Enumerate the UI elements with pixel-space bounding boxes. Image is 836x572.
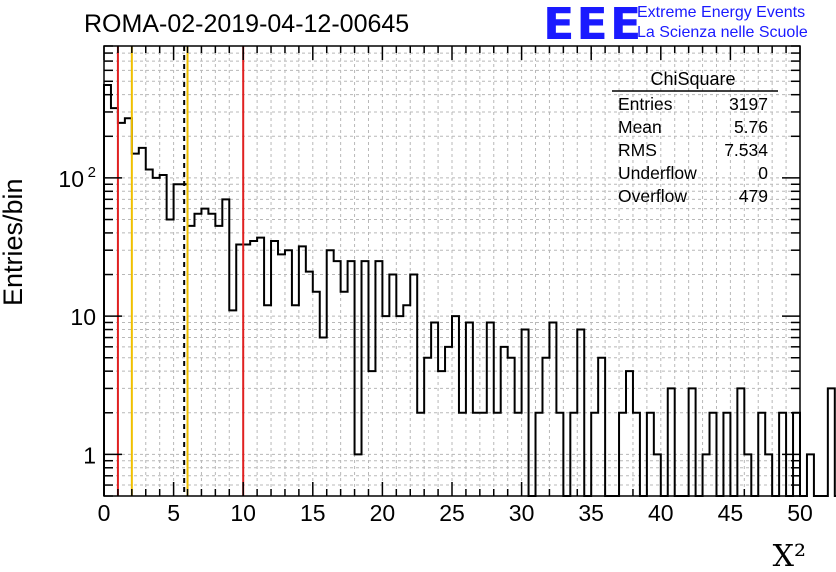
histogram-bin xyxy=(153,178,160,496)
x-axis-title: X² xyxy=(773,539,806,572)
histogram-bin xyxy=(327,250,334,496)
x-tick-label: 5 xyxy=(167,500,180,526)
histogram-bin xyxy=(668,388,675,496)
histogram-bin xyxy=(194,214,201,496)
x-tick-label: 0 xyxy=(98,500,111,526)
histogram-bin xyxy=(320,338,327,496)
stats-label: Entries xyxy=(618,94,673,114)
histogram-bin xyxy=(466,322,473,496)
y-tick-label-exponent: 2 xyxy=(88,164,96,181)
stats-value: 5.76 xyxy=(734,117,768,137)
histogram-bin xyxy=(215,226,222,496)
histogram-bin xyxy=(445,347,452,496)
stats-label: Underflow xyxy=(618,163,697,183)
histogram-bin xyxy=(389,275,396,496)
x-tick-label: 35 xyxy=(578,500,604,526)
stats-value: 3197 xyxy=(729,94,768,114)
plot-title: ROMA-02-2019-04-12-00645 xyxy=(84,10,410,38)
x-tick-label: 45 xyxy=(718,500,744,526)
x-tick-label: 50 xyxy=(787,500,813,526)
histogram-bin xyxy=(689,388,696,496)
histogram-bin xyxy=(111,108,118,496)
histogram-bin xyxy=(438,371,445,496)
histogram-bin xyxy=(598,358,605,496)
stats-box: ChiSquare Entries 3197 Mean 5.76 RMS 7.534 Und… xyxy=(612,69,778,206)
histogram-bin xyxy=(104,85,111,496)
logo-line-1: Extreme Energy Events xyxy=(637,4,806,21)
logo-line-2: La Scienza nelle Scuole xyxy=(637,24,808,41)
x-tick-label: 15 xyxy=(300,500,326,526)
x-tick-label: 40 xyxy=(648,500,674,526)
histogram-bin xyxy=(396,316,403,496)
histogram-bin xyxy=(222,199,229,496)
histogram-bin xyxy=(250,241,257,496)
histogram-bin xyxy=(431,322,438,496)
histogram-bin xyxy=(125,118,132,496)
stats-title: ChiSquare xyxy=(650,69,735,89)
stats-value: 479 xyxy=(739,186,768,206)
histogram-bin xyxy=(452,316,459,496)
histogram-bin xyxy=(549,322,556,496)
histogram-bin xyxy=(508,358,515,496)
histogram-bin xyxy=(174,184,181,496)
axis-ticks-layer xyxy=(103,45,801,497)
histogram-bin xyxy=(487,322,494,496)
histogram-bin xyxy=(501,347,508,496)
histogram-bin xyxy=(285,250,292,496)
histogram-bin xyxy=(160,175,167,496)
histogram-bin xyxy=(828,388,835,496)
x-tick-label: 10 xyxy=(230,500,256,526)
reference-lines-layer xyxy=(116,46,245,496)
histogram-bin xyxy=(410,275,417,496)
histogram-bin xyxy=(118,123,125,496)
histogram-bin xyxy=(208,214,215,496)
stats-label: RMS xyxy=(618,140,657,160)
stats-label: Mean xyxy=(618,117,662,137)
histogram-bin xyxy=(132,154,139,496)
histogram-bin xyxy=(424,358,431,496)
histogram-bin xyxy=(257,238,264,496)
y-tick-label: 1 xyxy=(83,442,96,468)
histogram-bin xyxy=(201,209,208,496)
histogram-bin xyxy=(243,244,250,496)
eee-logo: EEE xyxy=(543,0,644,50)
histogram-bin xyxy=(188,226,195,496)
histogram-bin xyxy=(382,316,389,496)
y-tick-label: 10 xyxy=(70,304,96,330)
histogram-bin xyxy=(807,454,814,496)
histogram-bin xyxy=(626,371,633,496)
y-axis-title: Entries/bin xyxy=(0,178,28,306)
histogram-bin xyxy=(306,272,313,496)
x-tick-label: 20 xyxy=(370,500,396,526)
histogram-bin xyxy=(236,244,243,496)
histogram-bin xyxy=(271,241,278,496)
x-tick-label: 30 xyxy=(509,500,535,526)
histogram-bin xyxy=(278,254,285,496)
histogram-bin xyxy=(139,148,146,496)
y-tick-label: 10 xyxy=(58,166,84,192)
histogram-bin xyxy=(181,184,188,496)
histogram-outline xyxy=(103,84,836,497)
histogram-bin xyxy=(368,371,375,496)
stats-value: 0 xyxy=(758,163,768,183)
histogram-layer xyxy=(103,84,836,497)
stats-value: 7.534 xyxy=(724,140,768,160)
histogram-bin xyxy=(737,388,744,496)
histogram-bin xyxy=(146,170,153,496)
x-tick-label: 25 xyxy=(439,500,465,526)
histogram-bin xyxy=(542,358,549,496)
stats-label: Overflow xyxy=(618,186,687,206)
